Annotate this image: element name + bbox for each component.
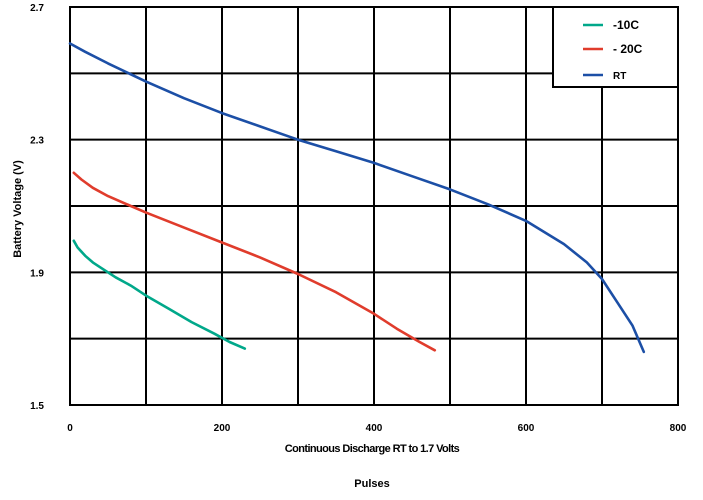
x-tick-label-1: 200 (214, 423, 231, 434)
tick-labels: 0 200 400 600 800 1.5 1.9 2.3 2.7 (30, 3, 687, 434)
series-layer (68, 42, 646, 354)
legend-label-0: -10C (613, 18, 639, 32)
y-tick-label-1: 1.9 (30, 268, 44, 279)
x-tick-label-0: 0 (67, 423, 73, 434)
legend: -10C - 20C RT (552, 6, 679, 88)
y-axis-label: Battery Voltage (V) (12, 160, 24, 258)
grid-layer (69, 6, 679, 406)
series-line-1 (72, 171, 437, 352)
x-tick-label-3: 600 (518, 423, 535, 434)
plot-frame (69, 6, 679, 406)
y-tick-label-0: 1.5 (30, 401, 44, 412)
legend-box (552, 6, 679, 88)
y-tick-label-2: 2.3 (30, 136, 44, 147)
legend-label-2: RT (613, 71, 626, 82)
subtitle: Continuous Discharge RT to 1.7 Volts (285, 443, 460, 455)
y-tick-label-3: 2.7 (30, 3, 44, 14)
series-line-0 (72, 239, 247, 350)
series-line-2 (68, 42, 646, 354)
x-tick-label-2: 400 (366, 423, 383, 434)
x-tick-label-4: 800 (670, 423, 687, 434)
legend-label-1: - 20C (613, 42, 643, 56)
x-axis-label: Pulses (354, 478, 389, 490)
